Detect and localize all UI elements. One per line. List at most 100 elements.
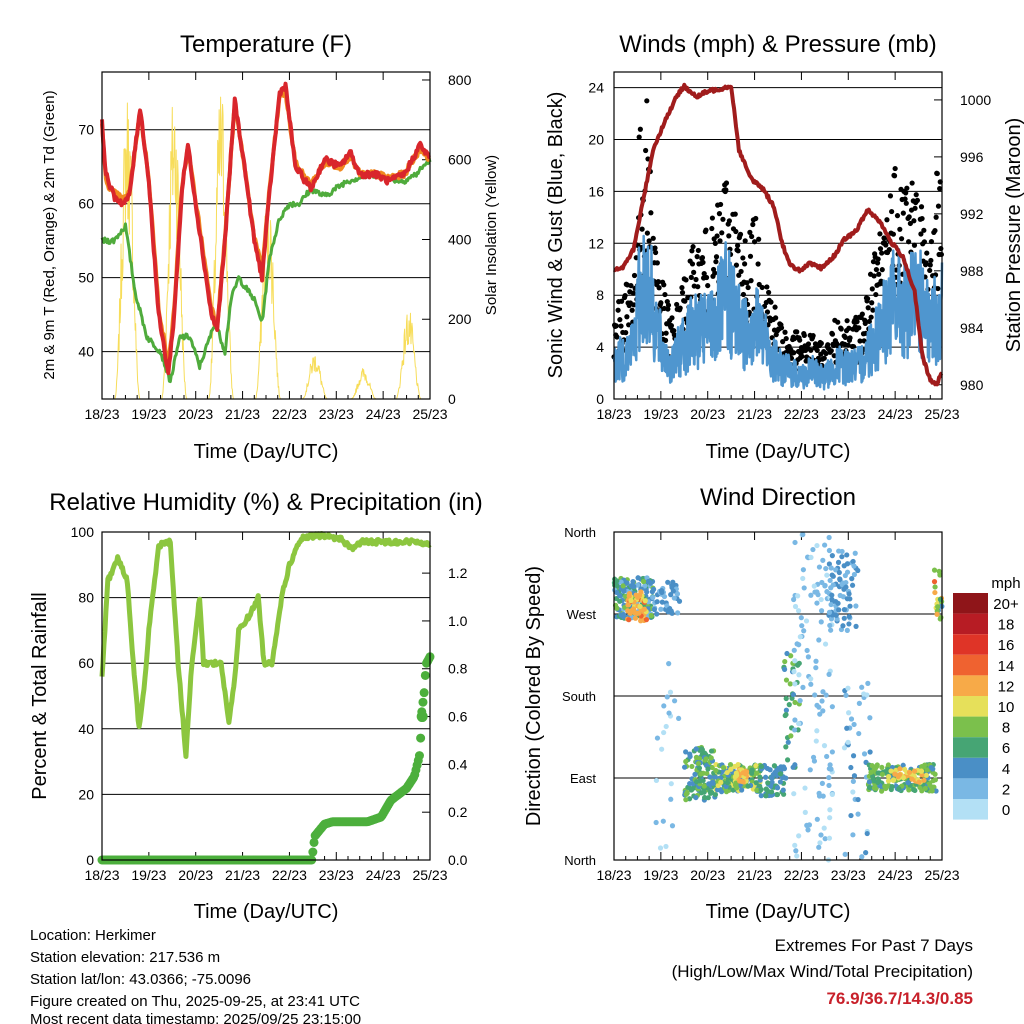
footer-elevation: Station elevation: 217.536 m xyxy=(30,949,220,966)
direction-point xyxy=(753,763,759,769)
y-tick-label: 80 xyxy=(78,590,94,606)
gust-point xyxy=(750,221,756,228)
legend-label: 0 xyxy=(1002,802,1010,819)
direction-point xyxy=(850,753,857,759)
extremes-values: 76.9/36.7/14.3/0.85 xyxy=(826,989,973,1008)
gust-point xyxy=(726,233,732,239)
direction-point xyxy=(648,612,654,619)
y2-tick-label: 996 xyxy=(960,149,984,165)
y2-tick-label: 0.8 xyxy=(448,661,468,677)
gust-point xyxy=(714,233,720,239)
gust-point xyxy=(801,332,807,339)
gust-point xyxy=(748,278,754,284)
gust-point xyxy=(921,227,927,233)
y-tick-label: 60 xyxy=(78,196,94,212)
temperature-plot: 18/23 19/23 20/23 21/23 22/23 23/23 24/23 25/23… xyxy=(78,71,472,422)
direction-point xyxy=(850,558,856,565)
y2-tick-label: 0.2 xyxy=(448,804,468,820)
x-tick-label: 23/23 xyxy=(319,406,354,422)
direction-point xyxy=(683,797,689,803)
gust-point xyxy=(870,307,876,313)
legend-label: 2 xyxy=(1002,781,1010,798)
direction-point xyxy=(674,591,681,597)
direction-point xyxy=(739,787,745,793)
x-tick-label: 21/23 xyxy=(225,867,260,883)
wind-direction-plot: 18/23 19/23 20/23 21/23 22/23 23/23 24/23 25/23… xyxy=(562,525,960,883)
direction-point xyxy=(784,650,790,657)
direction-point xyxy=(906,769,913,775)
direction-point xyxy=(813,658,819,664)
direction-point xyxy=(706,781,712,787)
direction-point xyxy=(786,702,792,708)
gust-point xyxy=(613,323,619,329)
direction-point xyxy=(796,660,802,666)
precipitation-point xyxy=(416,711,428,723)
gust-point xyxy=(733,228,739,235)
direction-point xyxy=(818,619,824,625)
direction-point xyxy=(799,623,805,629)
direction-point xyxy=(864,830,870,837)
gust-point xyxy=(799,353,805,360)
direction-point xyxy=(848,716,855,722)
direction-point xyxy=(836,607,842,613)
temperature-xlabel: Time (Day/UTC) xyxy=(194,441,339,463)
direction-point xyxy=(818,596,824,603)
gust-point xyxy=(718,201,724,208)
direction-point xyxy=(911,768,918,774)
gust-point xyxy=(699,255,706,261)
direction-point xyxy=(935,604,941,610)
gust-point xyxy=(691,269,697,275)
gust-point xyxy=(637,126,643,132)
gust-point xyxy=(877,246,884,252)
direction-point xyxy=(733,785,740,791)
gust-point xyxy=(838,326,844,332)
direction-point xyxy=(850,778,856,784)
direction-point xyxy=(853,623,859,629)
direction-point xyxy=(827,807,833,813)
direction-point xyxy=(749,767,755,773)
gust-point xyxy=(742,261,748,267)
x-tick-label: 25/23 xyxy=(412,867,447,883)
gust-point xyxy=(624,314,630,320)
direction-point xyxy=(851,571,858,578)
direction-point xyxy=(740,779,746,785)
direction-point xyxy=(774,785,781,791)
gust-point xyxy=(690,244,696,250)
gust-point xyxy=(716,211,723,217)
direction-point xyxy=(787,681,793,687)
legend-swatch xyxy=(953,675,988,696)
direction-point xyxy=(810,754,817,760)
direction-point xyxy=(855,796,861,803)
gust-point xyxy=(695,247,701,254)
direction-point xyxy=(801,585,807,591)
direction-point xyxy=(780,764,787,770)
direction-point xyxy=(781,666,788,672)
gust-point xyxy=(719,230,725,236)
gust-point xyxy=(772,304,778,310)
gust-point xyxy=(615,307,621,313)
direction-point xyxy=(654,611,660,617)
legend-label: 16 xyxy=(998,637,1015,654)
gust-point xyxy=(935,285,941,292)
gust-point xyxy=(623,330,629,336)
gust-point xyxy=(927,262,933,268)
gust-point xyxy=(870,259,877,265)
gust-point xyxy=(738,268,744,275)
gust-point xyxy=(928,257,934,264)
direction-point xyxy=(663,843,669,850)
direction-point xyxy=(812,692,818,698)
direction-point xyxy=(826,609,833,615)
gust-point xyxy=(669,315,675,321)
direction-point xyxy=(828,766,834,772)
direction-point xyxy=(698,790,704,796)
gust-point xyxy=(891,173,898,179)
direction-point xyxy=(829,553,835,559)
direction-point xyxy=(792,539,798,546)
x-tick-label: 22/23 xyxy=(272,867,307,883)
direction-point xyxy=(783,707,789,713)
direction-point xyxy=(702,794,708,801)
gust-point xyxy=(923,260,929,266)
y-tick-label: 70 xyxy=(78,122,94,138)
gust-point xyxy=(689,248,695,254)
direction-point xyxy=(879,764,885,771)
